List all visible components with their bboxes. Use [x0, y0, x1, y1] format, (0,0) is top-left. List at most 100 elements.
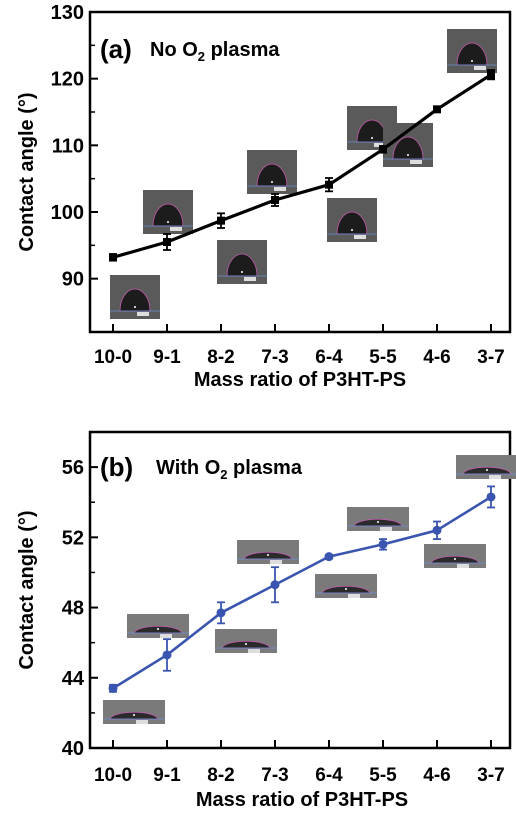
panel-b-x-tick-label: 3-7: [477, 765, 504, 786]
panel-a-droplet-shape: [226, 253, 258, 277]
panel-a-droplet-shape: [336, 211, 368, 235]
panel-b-y-tick-label: 40: [62, 738, 84, 760]
panel-b-droplet-6-image: [347, 507, 409, 531]
panel-a-x-tick-label: 5-5: [369, 347, 397, 368]
panel-b-y-axis-label: Contact angle (°): [16, 510, 38, 669]
panel-b-inset-tag: [136, 720, 148, 724]
panel-b-droplet-highlight: [267, 554, 269, 556]
panel-a-inset-tag: [374, 143, 386, 147]
panel-a-droplet-5-image: [327, 198, 377, 242]
panel-b-y-tick-label: 48: [62, 598, 84, 620]
panel-a-droplet-shape: [392, 136, 424, 160]
panel-a-data-point: [109, 253, 117, 262]
panel-a-series-line: [112, 73, 492, 259]
panel-b-data-point: [486, 492, 496, 502]
panel-b-data-point: [324, 552, 334, 562]
panel-b-x-axis-label: Mass ratio of P3HT-PS: [196, 789, 408, 811]
panel-b-droplet-highlight: [133, 714, 135, 716]
panel-a-series: [109, 69, 495, 262]
panel-a-inset-tag: [410, 160, 422, 164]
panel-b-x-tick-label: 4-6: [423, 765, 450, 786]
panel-a-inset-tag: [354, 235, 366, 239]
panel-b-x-tick-label: 8-2: [207, 765, 234, 786]
panel-b-droplet-4-image: [237, 540, 299, 564]
panel-b-droplet-7-image: [424, 544, 486, 568]
panel-b-inset-tag: [380, 527, 392, 531]
panel-a-data-point: [487, 70, 495, 79]
panel-b-y-tick-label: 56: [62, 457, 84, 479]
panel-a-droplet-highlight: [167, 221, 169, 223]
panel-b-x-tick-label: 6-4: [315, 765, 343, 786]
panel-b-plot-frame: [88, 430, 512, 750]
panel-b-droplet-3-image: [215, 629, 277, 653]
panel-b-series-line: [112, 495, 492, 690]
panel-a-droplet-shape: [152, 203, 184, 227]
panel-b-series: [108, 485, 496, 693]
panel-b-droplet-2-image: [127, 614, 189, 638]
panel-b-inset-tag: [489, 475, 501, 479]
panel-a-x-tick-label: 8-2: [207, 347, 234, 368]
panel-b-axis-ticks: 40 44 48 52 56 10-0 9-1 8-2 7-3 6-4 5-5 4-6 3-7: [62, 457, 505, 786]
panel-a-x-tick-label: 10-0: [94, 347, 132, 368]
panel-b-x-tick-label: 9-1: [153, 765, 181, 786]
panel-a-droplet-3-image: [217, 240, 267, 284]
panel-a-inset-tag: [137, 312, 149, 316]
panel-a-x-axis-label: Mass ratio of P3HT-PS: [194, 369, 406, 391]
panel-b-x-tick-label: 7-3: [261, 765, 288, 786]
panel-b-x-tick-label: 5-5: [369, 765, 397, 786]
panel-b-y-tick-label: 44: [62, 668, 85, 690]
panel-a-inset-tag: [474, 66, 486, 70]
panel-b-droplet-highlight: [157, 628, 159, 630]
panel-b-droplet-highlight: [454, 558, 456, 560]
panel-a-x-tick-label: 3-7: [477, 347, 504, 368]
panel-b-droplet-highlight: [377, 521, 379, 523]
panel-b-droplet-1-image: [103, 700, 165, 724]
panel-b-inset-tag: [457, 564, 469, 568]
panel-a-y-axis-label: Contact angle (°): [16, 92, 38, 251]
panel-a-droplet-shape: [119, 288, 151, 312]
panel-a-droplet-shape: [256, 163, 288, 187]
panel-a-y-tick-label: 100: [51, 202, 84, 224]
panel-a-data-point: [217, 216, 225, 225]
panel-a-droplet-highlight: [371, 137, 373, 139]
panel-a-droplet-insets: [110, 29, 497, 319]
panel-a-title: No O2 plasma: [150, 39, 280, 64]
panel-b-data-point: [162, 650, 172, 660]
panel-b-title: With O2 plasma: [156, 457, 303, 482]
panel-b-inset-tag: [160, 634, 172, 638]
panel-b-data-point: [378, 539, 388, 549]
panel-b-inset-tag: [248, 649, 260, 653]
panel-a-droplet-4-image: [247, 150, 297, 194]
panel-a-plot-frame: [88, 10, 512, 334]
panel-a-data-point: [433, 105, 441, 114]
panel-a-y-tick-label: 90: [62, 269, 84, 291]
panel-a-y-tick-label: 120: [51, 69, 84, 91]
panel-a-droplet-highlight: [351, 229, 353, 231]
panel-a-droplet-1-image: [110, 275, 160, 319]
panel-a-data-point: [163, 238, 171, 246]
panel-a-y-tick-label: 110: [52, 135, 84, 157]
panel-a-inset-tag: [170, 227, 182, 231]
panel-b-droplet-8-image: [456, 455, 516, 479]
panel-b-y-tick-label: 52: [62, 527, 84, 549]
panel-b-data-point: [432, 525, 442, 535]
panel-b-droplet-5-image: [315, 574, 377, 598]
panel-b-data-point: [216, 608, 226, 618]
panel-a-inset-tag: [244, 277, 256, 281]
panel-a-x-tick-label: 4-6: [423, 347, 450, 368]
panel-a-droplet-highlight: [471, 60, 473, 62]
panel-a-droplet-shape: [456, 42, 488, 66]
panel-b-x-tick-label: 10-0: [94, 765, 132, 786]
panel-b-droplet-insets: [103, 455, 516, 724]
panel-b-inset-tag: [348, 594, 360, 598]
panel-b-label: (b): [100, 452, 133, 482]
panel-a-inset-tag: [274, 187, 286, 191]
panel-b-droplet-highlight: [486, 469, 488, 471]
panel-a-droplet-highlight: [134, 306, 136, 308]
panel-b-data-point: [108, 683, 118, 693]
panel-a-data-point: [271, 196, 279, 204]
panel-b-droplet-highlight: [245, 643, 247, 645]
panel-b-inset-tag: [270, 560, 282, 564]
